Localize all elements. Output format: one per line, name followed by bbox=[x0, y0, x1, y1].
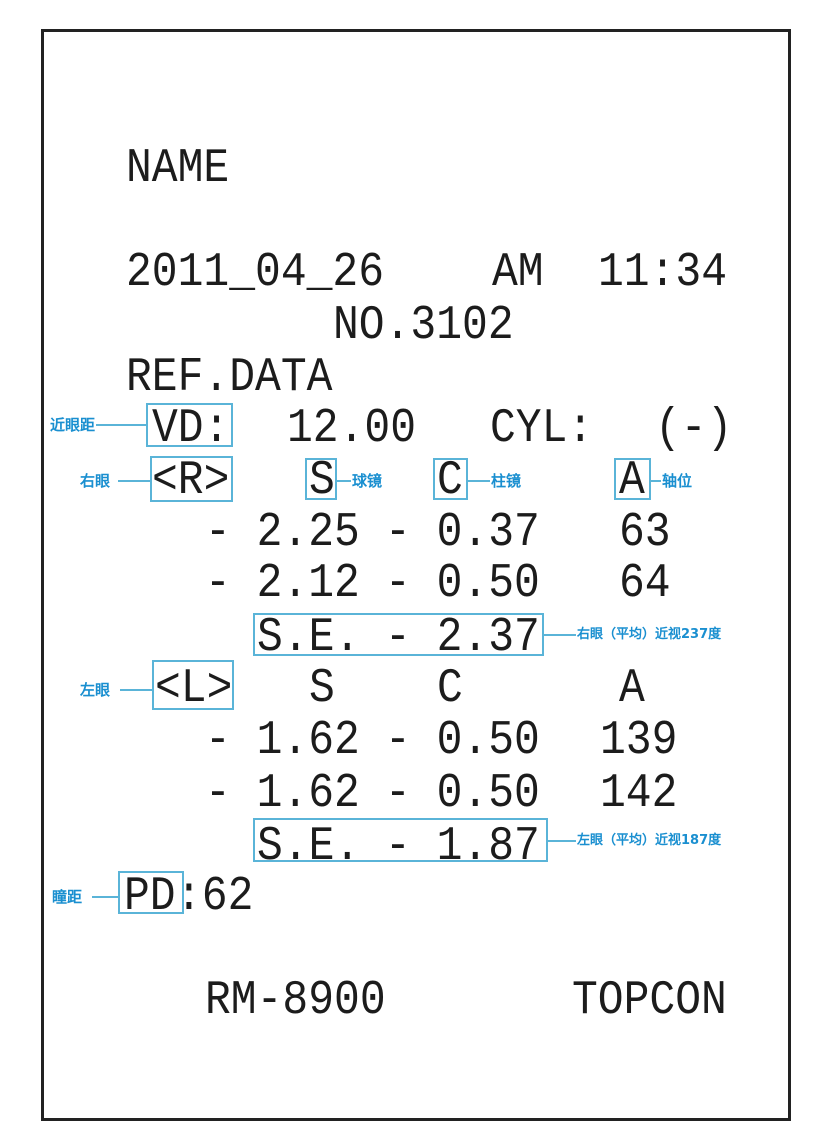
left-row-2-a: 142 bbox=[600, 765, 678, 821]
right-header-a: A bbox=[619, 452, 645, 508]
left-header-s: S bbox=[309, 660, 335, 716]
left-row-1-a: 139 bbox=[600, 712, 678, 768]
name-label: NAME bbox=[126, 140, 230, 196]
right-row-2-c: - 0.50 bbox=[385, 555, 540, 611]
left-eye-highlight-box bbox=[152, 660, 234, 710]
cyl-label: CYL: bbox=[490, 400, 594, 456]
brand: TOPCON bbox=[572, 972, 727, 1028]
left-header-a: A bbox=[619, 660, 645, 716]
vd-label: VD: bbox=[152, 400, 230, 456]
cylinder-highlight-box bbox=[433, 458, 468, 500]
left-row-1-c: - 0.50 bbox=[385, 712, 540, 768]
right-header-s: S bbox=[309, 452, 335, 508]
right-eye-label: <R> bbox=[152, 452, 230, 508]
vd-highlight-box bbox=[146, 403, 233, 447]
cyl-value: (-) bbox=[655, 400, 733, 456]
right-se-value: - 2.37 bbox=[385, 609, 540, 665]
right-se-annotation: 右眼（平均）近视237度 bbox=[577, 627, 722, 642]
vd-value: 12.00 bbox=[287, 400, 417, 456]
right-se-connector bbox=[544, 634, 576, 636]
right-eye-annotation: 右眼 bbox=[80, 472, 111, 490]
right-row-1-a: 63 bbox=[619, 504, 671, 560]
time: 11:34 bbox=[598, 244, 728, 300]
sphere-highlight-box bbox=[305, 458, 337, 500]
left-se-connector bbox=[548, 840, 576, 842]
record-number: NO.3102 bbox=[333, 297, 514, 353]
pd-annotation: 瞳距 bbox=[52, 888, 83, 906]
right-se-label: S.E. bbox=[257, 609, 361, 665]
left-row-2-c: - 0.50 bbox=[385, 765, 540, 821]
cylinder-annotation: 柱镜 bbox=[491, 472, 522, 490]
left-eye-connector bbox=[120, 689, 152, 691]
axis-highlight-box bbox=[614, 458, 651, 500]
left-eye-label: <L> bbox=[155, 660, 233, 716]
right-row-1-c: - 0.37 bbox=[385, 504, 540, 560]
right-row-2-s: - 2.12 bbox=[205, 555, 360, 611]
right-eye-connector bbox=[118, 480, 150, 482]
section-title: REF.DATA bbox=[126, 349, 333, 405]
model: RM-8900 bbox=[205, 972, 386, 1028]
vd-connector bbox=[96, 424, 146, 426]
left-se-annotation: 左眼（平均）近视187度 bbox=[577, 833, 722, 848]
right-header-c: C bbox=[437, 452, 463, 508]
left-row-2-s: - 1.62 bbox=[205, 765, 360, 821]
left-se-value: - 1.87 bbox=[385, 818, 540, 874]
axis-connector bbox=[651, 480, 661, 482]
ampm: AM bbox=[492, 244, 544, 300]
pd-value: :62 bbox=[176, 868, 254, 924]
axis-annotation: 轴位 bbox=[662, 472, 693, 490]
cylinder-connector bbox=[468, 480, 490, 482]
left-header-c: C bbox=[437, 660, 463, 716]
sphere-annotation: 球镜 bbox=[352, 472, 383, 490]
pd-highlight-box bbox=[118, 871, 184, 914]
pd-connector bbox=[92, 896, 118, 898]
left-row-1-s: - 1.62 bbox=[205, 712, 360, 768]
sphere-connector bbox=[337, 480, 351, 482]
left-se-highlight-box bbox=[253, 818, 548, 862]
date: 2011_04_26 bbox=[126, 244, 385, 300]
vd-annotation: 近眼距 bbox=[50, 416, 96, 434]
right-row-2-a: 64 bbox=[619, 555, 671, 611]
left-eye-annotation: 左眼 bbox=[80, 681, 111, 699]
right-row-1-s: - 2.25 bbox=[205, 504, 360, 560]
printout-border bbox=[41, 29, 791, 1121]
right-eye-highlight-box bbox=[150, 456, 233, 502]
right-se-highlight-box bbox=[253, 613, 544, 656]
left-se-label: S.E. bbox=[257, 818, 361, 874]
